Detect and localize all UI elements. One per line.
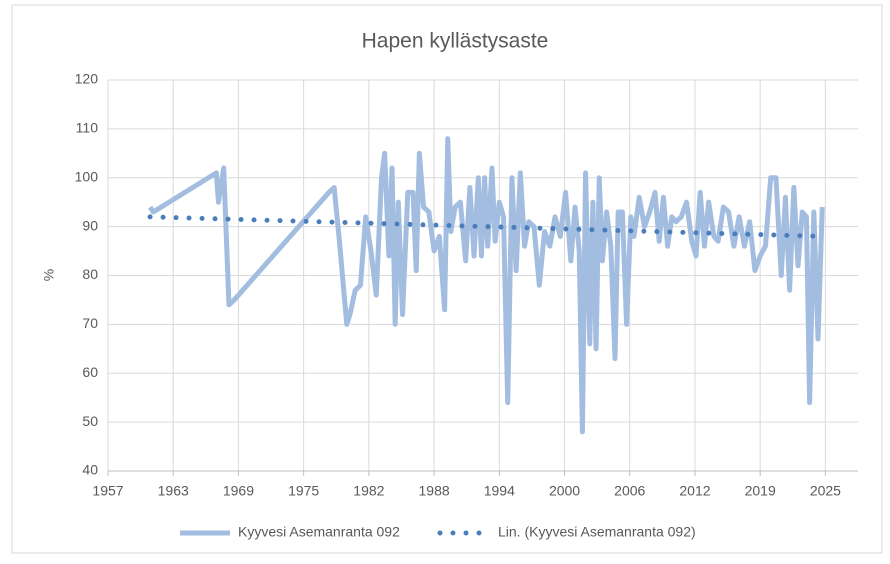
y-axis-label: % xyxy=(41,269,57,281)
y-tick-label: 50 xyxy=(82,413,98,429)
y-tick-label: 100 xyxy=(75,168,99,184)
y-tick-label: 80 xyxy=(82,266,98,282)
x-tick-label: 1969 xyxy=(223,483,254,499)
y-tick-label: 110 xyxy=(76,120,99,136)
x-tick-label: 2006 xyxy=(614,483,645,499)
chart-title: Hapen kyllästysaste xyxy=(362,30,549,53)
y-tick-label: 120 xyxy=(75,71,99,87)
x-tick-label: 2025 xyxy=(810,483,841,499)
x-tick-label: 1975 xyxy=(288,483,319,499)
x-tick-label: 2019 xyxy=(745,483,776,499)
x-tick-label: 1994 xyxy=(484,483,515,499)
x-tick-label: 2012 xyxy=(679,483,710,499)
series-line xyxy=(147,214,825,239)
x-tick-label: 1963 xyxy=(158,483,189,499)
y-tick-label: 90 xyxy=(82,217,98,233)
legend-label: Kyyvesi Asemanranta 092 xyxy=(238,524,400,540)
x-tick-label: 1988 xyxy=(419,483,450,499)
x-tick-label: 1957 xyxy=(92,483,123,499)
y-tick-label: 70 xyxy=(82,315,98,331)
y-tick-label: 60 xyxy=(82,364,98,380)
legend-label: Lin. (Kyyvesi Asemanranta 092) xyxy=(498,524,696,540)
y-tick-label: 40 xyxy=(82,462,98,478)
x-tick-label: 2000 xyxy=(549,483,580,499)
x-tick-label: 1982 xyxy=(353,483,384,499)
series-line xyxy=(147,136,825,435)
